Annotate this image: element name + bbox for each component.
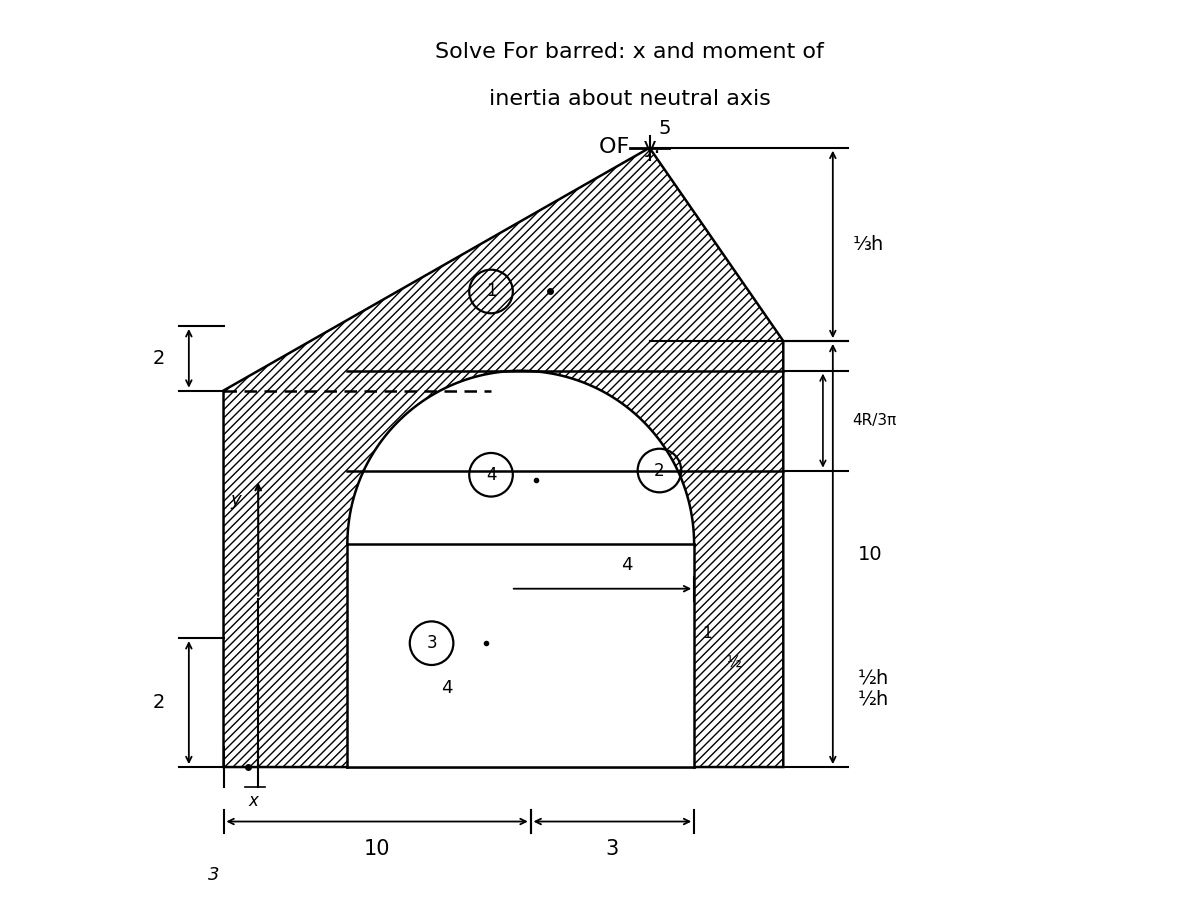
Text: 4R/3π: 4R/3π — [853, 413, 896, 428]
Text: 4: 4 — [622, 556, 632, 574]
Text: y: y — [230, 491, 241, 508]
Bar — [347, 544, 694, 767]
Polygon shape — [347, 371, 694, 544]
Text: ½h: ½h — [858, 689, 889, 708]
Text: 4: 4 — [486, 466, 497, 484]
Text: x: x — [248, 792, 258, 810]
Text: 2: 2 — [654, 462, 665, 480]
Text: Solve For barred: x and moment of: Solve For barred: x and moment of — [436, 41, 824, 62]
Text: 10: 10 — [858, 544, 882, 563]
Text: inertia about neutral axis: inertia about neutral axis — [488, 89, 770, 110]
Text: ½: ½ — [726, 655, 740, 670]
Text: 1: 1 — [486, 283, 497, 301]
Text: 2: 2 — [152, 693, 166, 712]
Text: 4: 4 — [440, 679, 452, 697]
Text: ½h: ½h — [858, 669, 889, 688]
Text: 10: 10 — [364, 840, 390, 860]
Text: 3: 3 — [208, 866, 220, 884]
Text: OF  y.: OF y. — [599, 137, 660, 157]
Text: 2: 2 — [152, 349, 166, 368]
Text: 1: 1 — [702, 626, 712, 641]
Text: 5: 5 — [658, 119, 671, 138]
Text: 3: 3 — [426, 634, 437, 652]
Text: 3: 3 — [606, 840, 619, 860]
Text: ⅓h: ⅓h — [853, 235, 884, 254]
